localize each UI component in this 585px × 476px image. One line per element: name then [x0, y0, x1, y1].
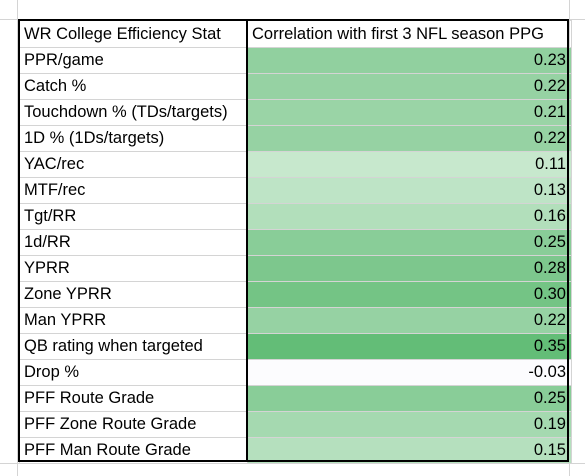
- table-row: PFF Zone Route Grade 0.19: [19, 411, 572, 438]
- stat-name-cell[interactable]: PFF Zone Route Grade: [19, 411, 248, 438]
- table-row: Catch % 0.22: [19, 73, 572, 100]
- table-row: Zone YPRR 0.30: [19, 281, 572, 308]
- correlation-value-cell[interactable]: 0.13: [247, 177, 572, 204]
- correlation-value-cell[interactable]: 0.22: [247, 73, 572, 100]
- correlation-value-cell[interactable]: 0.16: [247, 203, 572, 230]
- stat-name-cell[interactable]: Man YPRR: [19, 307, 248, 334]
- table-row: 1D % (1Ds/targets) 0.22: [19, 125, 572, 152]
- table-row: Drop % -0.03: [19, 359, 572, 386]
- stat-name-cell[interactable]: YAC/rec: [19, 151, 248, 178]
- header-cell-correlation[interactable]: Correlation with first 3 NFL season PPG: [247, 20, 572, 48]
- table-row: YAC/rec 0.11: [19, 151, 572, 178]
- table-row: QB rating when targeted 0.35: [19, 333, 572, 360]
- gridline: [17, 0, 18, 476]
- stat-name-cell[interactable]: PFF Route Grade: [19, 385, 248, 412]
- header-cell-stat[interactable]: WR College Efficiency Stat: [19, 20, 248, 48]
- correlation-value-cell[interactable]: -0.03: [247, 359, 572, 386]
- table-row: YPRR 0.28: [19, 255, 572, 282]
- correlation-value-cell[interactable]: 0.22: [247, 125, 572, 152]
- stat-name-cell[interactable]: Zone YPRR: [19, 281, 248, 308]
- correlation-value-cell[interactable]: 0.35: [247, 333, 572, 360]
- header-row: WR College Efficiency Stat Correlation w…: [19, 20, 572, 48]
- table-row: 1d/RR 0.25: [19, 229, 572, 256]
- table-row: Man YPRR 0.22: [19, 307, 572, 334]
- stat-name-cell[interactable]: PPR/game: [19, 47, 248, 74]
- stat-name-cell[interactable]: MTF/rec: [19, 177, 248, 204]
- stat-name-cell[interactable]: YPRR: [19, 255, 248, 282]
- stat-name-cell[interactable]: Tgt/RR: [19, 203, 248, 230]
- table-row: PFF Route Grade 0.25: [19, 385, 572, 412]
- stat-name-cell[interactable]: 1D % (1Ds/targets): [19, 125, 248, 152]
- stat-name-cell[interactable]: QB rating when targeted: [19, 333, 248, 360]
- stat-name-cell[interactable]: Touchdown % (TDs/targets): [19, 99, 248, 126]
- stat-name-cell[interactable]: 1d/RR: [19, 229, 248, 256]
- correlation-value-cell[interactable]: 0.25: [247, 229, 572, 256]
- table-row: Tgt/RR 0.16: [19, 203, 572, 230]
- stat-name-cell[interactable]: Drop %: [19, 359, 248, 386]
- correlation-table: WR College Efficiency Stat Correlation w…: [19, 20, 572, 464]
- correlation-value-cell[interactable]: 0.11: [247, 151, 572, 178]
- correlation-value-cell[interactable]: 0.22: [247, 307, 572, 334]
- stat-name-cell[interactable]: Catch %: [19, 73, 248, 100]
- correlation-value-cell[interactable]: 0.21: [247, 99, 572, 126]
- table-row: Touchdown % (TDs/targets) 0.21: [19, 99, 572, 126]
- correlation-value-cell[interactable]: 0.15: [247, 437, 572, 464]
- correlation-value-cell[interactable]: 0.28: [247, 255, 572, 282]
- correlation-value-cell[interactable]: 0.23: [247, 47, 572, 74]
- gridline: [0, 463, 585, 464]
- correlation-value-cell[interactable]: 0.19: [247, 411, 572, 438]
- correlation-value-cell[interactable]: 0.30: [247, 281, 572, 308]
- table-row: MTF/rec 0.13: [19, 177, 572, 204]
- table-row: PFF Man Route Grade 0.15: [19, 437, 572, 464]
- correlation-value-cell[interactable]: 0.25: [247, 385, 572, 412]
- table-row: PPR/game 0.23: [19, 47, 572, 74]
- stat-name-cell[interactable]: PFF Man Route Grade: [19, 437, 248, 464]
